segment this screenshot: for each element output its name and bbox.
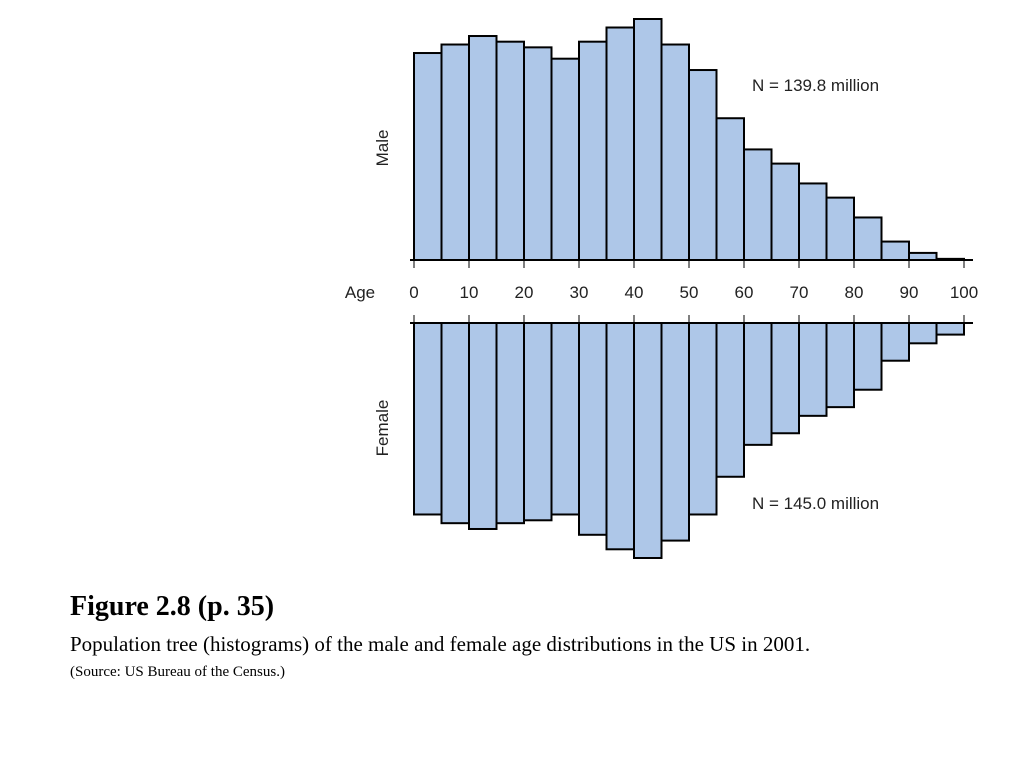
figure-description: Population tree (histograms) of the male… (70, 632, 811, 656)
figure-caption: Figure 2.8 (p. 35) Population tree (hist… (70, 590, 950, 683)
male-bar-age-85 (880, 240, 910, 261)
x-tick-label-60: 60 (735, 283, 754, 302)
female-bar-age-50 (688, 322, 718, 516)
x-tick-label-80: 80 (845, 283, 864, 302)
female-bar-age-30 (578, 322, 608, 536)
male-bar-age-20 (523, 46, 553, 262)
male-axis-label: Male (373, 130, 392, 167)
x-tick-label-90: 90 (900, 283, 919, 302)
female-bar-age-5 (440, 322, 470, 525)
male-histogram (413, 18, 965, 262)
male-bar-age-55 (715, 117, 745, 261)
female-bar-age-85 (880, 322, 910, 362)
figure-title: Figure 2.8 (p. 35) (70, 591, 275, 622)
male-bar-age-35 (605, 26, 635, 261)
female-histogram (413, 322, 965, 559)
x-tick-label-0: 0 (409, 283, 418, 302)
female-bar-age-15 (495, 322, 525, 525)
x-tick-label-10: 10 (460, 283, 479, 302)
female-bar-age-80 (853, 322, 883, 391)
male-bar-age-60 (743, 148, 773, 261)
female-bar-age-45 (660, 322, 690, 542)
female-bar-age-40 (633, 322, 663, 559)
female-bar-age-65 (770, 322, 800, 435)
male-bar-age-70 (798, 182, 828, 261)
male-bar-age-40 (633, 18, 663, 261)
x-tick-label-100: 100 (950, 283, 978, 302)
male-bar-age-5 (440, 43, 470, 261)
female-bar-age-35 (605, 322, 635, 551)
female-bar-age-60 (743, 322, 773, 446)
male-bar-age-30 (578, 40, 608, 261)
male-bar-age-90 (908, 251, 938, 261)
x-tick-label-30: 30 (570, 283, 589, 302)
female-bar-age-20 (523, 322, 553, 522)
female-axis-label: Female (373, 400, 392, 457)
female-bar-age-10 (468, 322, 498, 530)
x-tick-label-40: 40 (625, 283, 644, 302)
male-bar-age-80 (853, 216, 883, 261)
population-tree-chart: 0 10 20 30 40 50 60 70 80 90 100 Male Female N = 1… (345, 18, 978, 559)
female-bar-age-0 (413, 322, 443, 516)
female-bar-age-90 (908, 322, 938, 345)
x-tick-label-20: 20 (515, 283, 534, 302)
male-bar-age-45 (660, 43, 690, 261)
female-bar-age-75 (825, 322, 855, 409)
male-bar-age-15 (495, 40, 525, 261)
male-bar-age-25 (550, 57, 580, 261)
female-n-annotation: N = 145.0 million (752, 494, 879, 513)
male-bar-age-65 (770, 162, 800, 262)
male-bar-age-10 (468, 35, 498, 261)
female-bar-age-25 (550, 322, 580, 516)
x-tick-label-50: 50 (680, 283, 699, 302)
male-n-annotation: N = 139.8 million (752, 76, 879, 95)
male-bar-age-75 (825, 196, 855, 262)
figure-source: (Source: US Bureau of the Census.) (70, 664, 285, 680)
x-axis-label: Age (345, 283, 375, 302)
female-bar-age-70 (798, 322, 828, 417)
male-bar-age-0 (413, 52, 443, 261)
female-bar-age-55 (715, 322, 745, 478)
age-axis: 0 10 20 30 40 50 60 70 80 90 100 (409, 259, 978, 324)
male-bar-age-50 (688, 69, 718, 261)
female-bar-age-95 (935, 322, 965, 336)
x-tick-label-70: 70 (790, 283, 809, 302)
